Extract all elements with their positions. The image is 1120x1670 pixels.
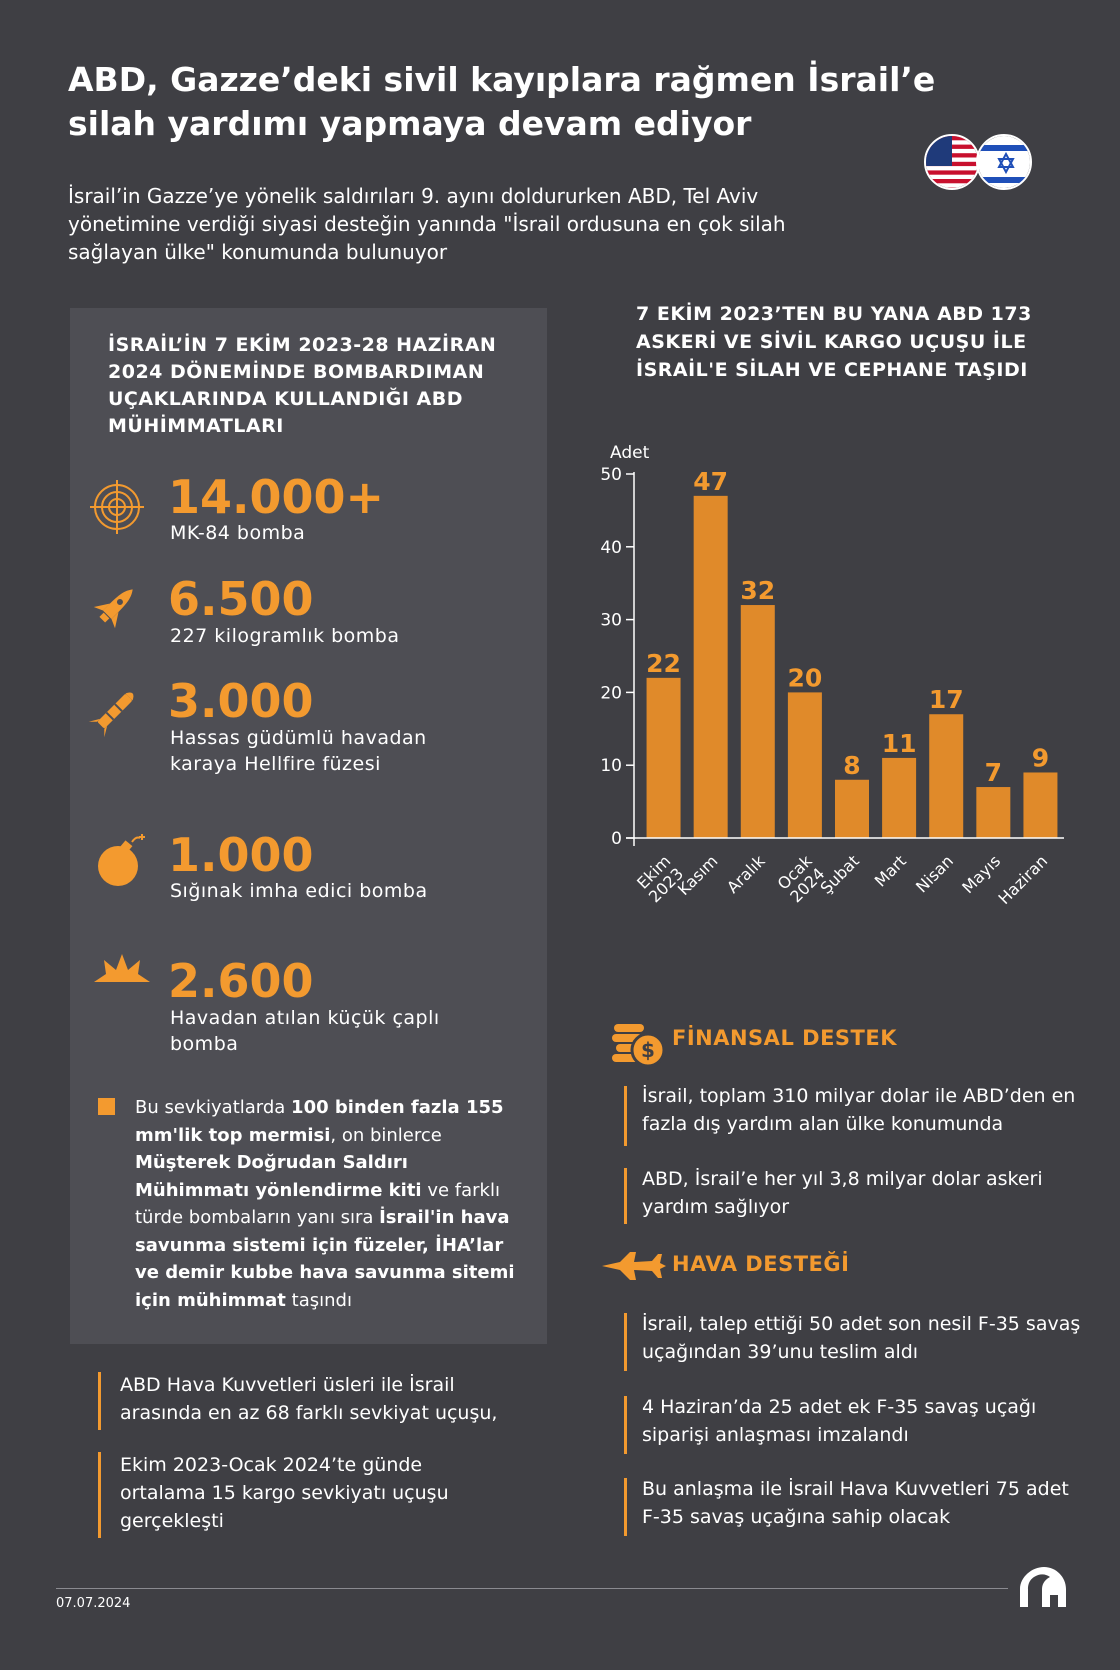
- note-bold-part: İsrail'in hava savunma sistemi için füze…: [135, 1207, 515, 1311]
- flight-bullet: ABD Hava Kuvvetleri üsleri ile İsrail ar…: [120, 1374, 498, 1424]
- x-tick-label-line: Mayıs: [958, 851, 1004, 897]
- bar-value-label: 8: [843, 751, 860, 780]
- munition-label: 227 kilogramlık bomba: [170, 625, 400, 647]
- bar: [646, 677, 681, 838]
- x-tick-label-line: Aralık: [723, 851, 769, 897]
- bar: [882, 757, 917, 838]
- munition-label: Havadan atılan küçük çaplı bomba: [170, 1007, 440, 1055]
- finance-heading: FİNANSAL DESTEK: [672, 1026, 897, 1050]
- bar-value-label: 11: [882, 729, 917, 758]
- note-bold-part: 100 binden fazla 155 mm'lik top mermisi: [135, 1097, 504, 1146]
- bar: [976, 787, 1011, 838]
- bar: [693, 495, 728, 838]
- bar: [740, 605, 775, 838]
- bar: [787, 692, 822, 838]
- y-tick-label: 50: [600, 465, 622, 485]
- bullet-bar: [624, 1478, 627, 1536]
- footer-divider: [56, 1588, 1008, 1589]
- bullet-bar: [624, 1086, 627, 1146]
- note-text-part: ve farklı türde bombaların yanı sıra: [135, 1179, 500, 1229]
- bar-value-label: 32: [740, 576, 775, 605]
- munition-value: 6.500: [168, 572, 314, 626]
- bar-value-label: 20: [787, 663, 822, 692]
- aa-logo: AA: [1020, 1565, 1068, 1613]
- page-subtitle: İsrail’in Gazze’ye yönelik saldırıları 9…: [68, 184, 786, 264]
- munition-value: 1.000: [168, 828, 314, 882]
- bullet-bar: [98, 1372, 101, 1430]
- x-tick-label-line: Nisan: [912, 851, 957, 896]
- air-support-heading: HAVA DESTEĞİ: [672, 1252, 850, 1276]
- munition-value: 3.000: [168, 674, 314, 728]
- munition-label: Sığınak imha edici bomba: [170, 880, 428, 902]
- flights-bar-chart: Adet 0 10 20 30 40 50 22 47 32 20 8 11 17 7 9 Ekim202…: [600, 443, 1064, 908]
- note-text-part: Bu sevkiyatlarda: [135, 1097, 292, 1118]
- bullet-bar: [624, 1396, 627, 1454]
- munition-value: 14.000+: [168, 470, 385, 524]
- target-icon: [88, 478, 146, 536]
- coins-dollar-icon: $: [612, 1018, 666, 1074]
- bar-value-label: 47: [693, 467, 728, 496]
- note-bold-part: Müşterek Doğrudan Saldırı Mühimmatı yönl…: [135, 1152, 422, 1201]
- svg-text:$: $: [641, 1038, 655, 1062]
- munition-value: 2.600: [168, 954, 314, 1008]
- bar: [835, 779, 869, 838]
- hellfire-missile-icon: [88, 680, 146, 738]
- israel-flag-icon: [976, 134, 1032, 190]
- x-tick-label: Nisan: [912, 851, 957, 896]
- us-flag-icon: [924, 134, 980, 190]
- y-tick-label: 0: [611, 829, 622, 849]
- note-bullet-square: [98, 1098, 115, 1115]
- munitions-heading: İSRAİL’İN 7 EKİM 2023-28 HAZİRAN 2024 DÖ…: [108, 334, 497, 437]
- x-tick-label-line: Mart: [871, 851, 910, 890]
- bar: [1023, 772, 1058, 838]
- bar-value-label: 9: [1032, 743, 1049, 772]
- x-tick-label: Haziran: [995, 851, 1052, 908]
- chart-title: 7 EKİM 2023’TEN BU YANA ABD 173 ASKERİ V…: [636, 303, 1032, 381]
- air-support-item: Bu anlaşma ile İsrail Hava Kuvvetleri 75…: [642, 1478, 1069, 1528]
- y-tick-label: 20: [600, 683, 622, 703]
- bullet-bar: [624, 1313, 627, 1371]
- bar: [929, 714, 964, 838]
- y-tick-label: 30: [600, 611, 622, 631]
- bomb-icon: [92, 832, 150, 890]
- x-tick-label: Mart: [871, 851, 910, 890]
- x-tick-label: Ekim2023: [632, 851, 687, 906]
- x-tick-label: Aralık: [723, 851, 769, 897]
- bar-value-label: 7: [985, 758, 1002, 787]
- flight-bullet: Ekim 2023-Ocak 2024’te günde ortalama 15…: [120, 1454, 449, 1532]
- finance-item: ABD, İsrail’e her yıl 3,8 milyar dolar a…: [642, 1168, 1043, 1218]
- shipment-note: Bu sevkiyatlarda 100 binden fazla 155 mm…: [135, 1094, 525, 1314]
- aa-logo-text: AA: [1044, 1603, 1046, 1606]
- bar-value-label: 22: [646, 649, 681, 678]
- munition-label: MK-84 bomba: [170, 522, 306, 544]
- explosion-icon: [92, 952, 150, 1010]
- x-tick-label: Ocak2024: [773, 851, 828, 906]
- x-tick-label: Mayıs: [958, 851, 1004, 897]
- y-tick-label: 10: [600, 756, 622, 776]
- fighter-jet-icon: [600, 1248, 666, 1288]
- bar-value-label: 17: [929, 685, 964, 714]
- y-axis-ticks: 0 10 20 30 40 50: [600, 465, 634, 849]
- y-tick-label: 40: [600, 538, 622, 558]
- bullet-bar: [624, 1168, 627, 1224]
- note-text-part: , on binlerce: [330, 1124, 442, 1146]
- y-axis-label: Adet: [610, 443, 650, 463]
- air-support-item: 4 Haziran’da 25 adet ek F-35 savaş uçağı…: [642, 1396, 1037, 1446]
- munitions-panel: [70, 308, 547, 1344]
- finance-item: İsrail, toplam 310 milyar dolar ile ABD’…: [642, 1085, 1076, 1135]
- air-support-item: İsrail, talep ettiği 50 adet son nesil F…: [642, 1313, 1081, 1363]
- publish-date: 07.07.2024: [56, 1596, 131, 1611]
- bars: 22 47 32 20 8 11 17 7 9: [646, 467, 1058, 838]
- missile-icon: [86, 578, 144, 636]
- page-title: ABD, Gazze’deki sivil kayıplara rağmen İ…: [68, 60, 936, 143]
- x-tick-label-line: Haziran: [995, 851, 1052, 908]
- munition-label: Hassas güdümlü havadan karaya Hellfire f…: [170, 727, 427, 775]
- bullet-bar: [98, 1452, 101, 1538]
- note-text-part: taşındı: [285, 1289, 352, 1311]
